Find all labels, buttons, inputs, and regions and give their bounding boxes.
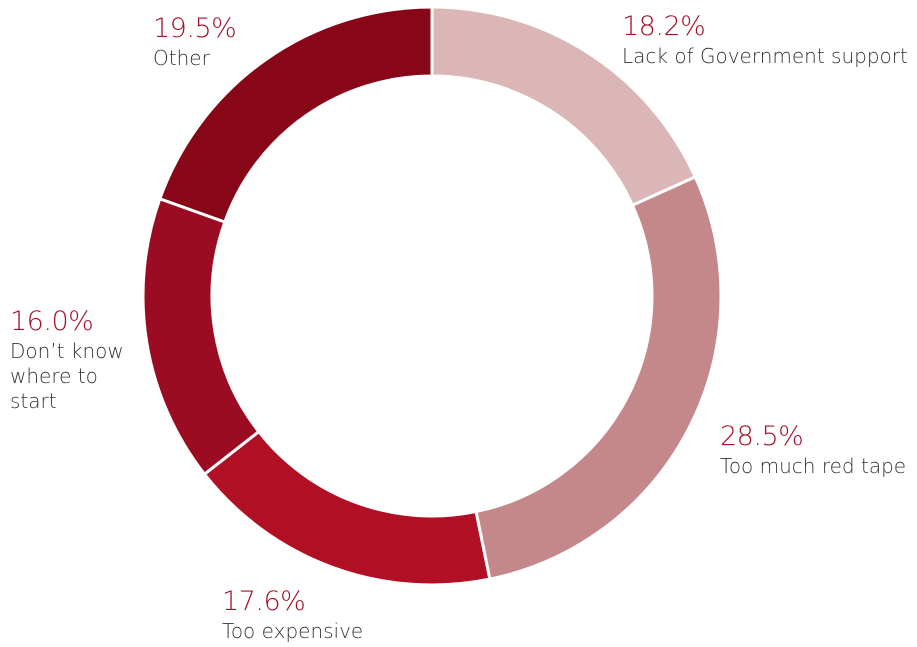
slice-label: 16.0% Don’t know where to start [10, 305, 135, 414]
category-label: Don’t know where to start [10, 338, 124, 413]
category-label: Too much red tape [720, 453, 907, 478]
value-label: 17.6% [222, 586, 306, 617]
category-label: Other [153, 45, 210, 70]
slice-label: 19.5% Other [153, 12, 303, 71]
slice-label: 18.2% Lack of Government support [622, 10, 917, 69]
value-label: 28.5% [720, 421, 804, 452]
slice-label: 28.5% Too much red tape [720, 420, 917, 479]
value-label: 18.2% [622, 11, 706, 42]
category-label: Lack of Government support [622, 43, 908, 68]
donut-slice [474, 174, 723, 581]
donut-slice [157, 5, 434, 224]
value-label: 16.0% [10, 306, 94, 337]
slice-label: 17.6% Too expensive [222, 585, 422, 644]
donut-slice [202, 429, 492, 587]
value-label: 19.5% [153, 13, 237, 44]
category-label: Too expensive [222, 618, 364, 643]
donut-slice [141, 196, 261, 477]
